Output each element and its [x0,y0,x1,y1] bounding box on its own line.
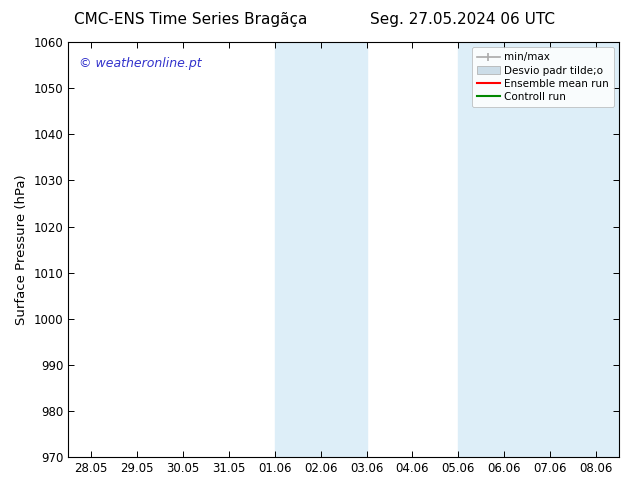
Text: Seg. 27.05.2024 06 UTC: Seg. 27.05.2024 06 UTC [370,12,555,27]
Y-axis label: Surface Pressure (hPa): Surface Pressure (hPa) [15,174,28,325]
Text: © weatheronline.pt: © weatheronline.pt [79,56,202,70]
Bar [458,42,619,457]
Legend: min/max, Desvio padr tilde;o, Ensemble mean run, Controll run: min/max, Desvio padr tilde;o, Ensemble m… [472,47,614,107]
Bar [275,42,366,457]
Text: CMC-ENS Time Series Bragãça: CMC-ENS Time Series Bragãça [74,12,307,27]
